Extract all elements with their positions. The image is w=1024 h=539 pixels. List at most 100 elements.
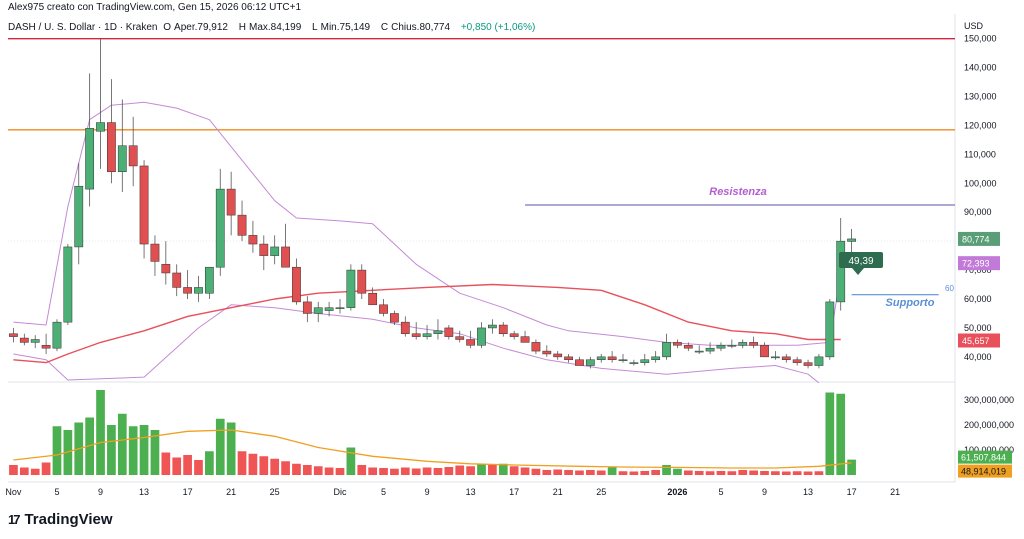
candle-body [771, 356, 780, 359]
time-tick-label: 9 [762, 487, 767, 497]
volume-bar [368, 467, 378, 475]
candle-body [85, 128, 95, 190]
volume-bar [237, 451, 247, 475]
price-tick-label: 40,000 [964, 352, 992, 362]
volume-bar [422, 467, 432, 475]
volume-bar [128, 426, 138, 475]
volume-bar [30, 468, 40, 475]
volume-bar [183, 455, 192, 475]
candle-body [302, 301, 312, 314]
candle-body [335, 307, 345, 309]
volume-bar [411, 468, 421, 475]
candle-body [422, 333, 432, 337]
volume-tick-label: 100,000,000 [964, 445, 1014, 455]
time-tick-label: 2026 [667, 487, 687, 497]
time-tick-label: 21 [553, 487, 563, 497]
low-label: L [312, 22, 318, 33]
volume-bar [531, 468, 541, 475]
volume-bar [727, 471, 737, 475]
candle-body [357, 269, 367, 294]
volume-bar [520, 467, 530, 475]
volume-bar [705, 471, 715, 475]
candle-body [63, 246, 73, 323]
candle-body [847, 238, 856, 242]
price-tick-label: 90,000 [964, 207, 992, 217]
candle-body [30, 339, 40, 343]
candle-body [487, 324, 497, 329]
candle-body [662, 342, 671, 358]
volume-bar [575, 470, 584, 475]
candle-body [368, 292, 378, 306]
candle-body [836, 240, 846, 303]
volume-bar [9, 465, 18, 475]
price-tick-label: 60,000 [964, 294, 992, 304]
price-tick-label: 110,000 [964, 149, 996, 159]
close-value: Chius.80,774 [391, 22, 451, 33]
candle-body [444, 327, 454, 337]
candle-body [760, 345, 769, 358]
time-tick-label: 5 [718, 487, 723, 497]
price-tick-label: 150,000 [964, 34, 997, 44]
candle-body [607, 356, 617, 361]
candle-body [477, 327, 486, 346]
candle-body [618, 359, 628, 362]
support-annotation: Supporto [886, 297, 935, 309]
volume-bar [564, 470, 573, 475]
candle-body [346, 269, 356, 308]
resistance-annotation: Resistenza [709, 186, 766, 198]
candle-body [651, 356, 661, 361]
volume-bar [248, 453, 258, 475]
volume-bar [553, 469, 563, 475]
moving-average-value-badge-label: 45,657 [962, 336, 990, 346]
time-tick-label: 13 [466, 487, 476, 497]
open-label: O [163, 22, 172, 33]
bollinger-value-badge-box [958, 256, 1000, 271]
candle-body [400, 321, 410, 334]
candle-body [96, 122, 105, 132]
time-tick-label: Nov [5, 487, 22, 497]
candle-body [248, 235, 258, 245]
candle-body [161, 264, 171, 274]
volume-bar [651, 470, 661, 475]
candle-body [803, 362, 813, 366]
candle-body [128, 145, 138, 167]
price-tick-label: 100,000 [964, 178, 997, 188]
symbol-name[interactable]: DASH / U. S. Dollar · 1D · Kraken [8, 22, 158, 33]
volume-bar [172, 457, 182, 475]
tradingview-logo: 17 TradingView [8, 511, 113, 528]
candle-body [183, 287, 192, 294]
volume-bar [455, 465, 465, 475]
volume-bar [96, 390, 105, 475]
volume-bar [357, 465, 367, 475]
candle-body [531, 342, 541, 352]
volume-bar [662, 465, 671, 475]
change-value: +0,850 (+1,06%) [460, 22, 536, 33]
price-tick-label: 120,000 [964, 120, 997, 130]
volume-bar [792, 471, 802, 475]
volume-bar [847, 459, 856, 475]
volume-bar [281, 461, 290, 475]
price-marker-label: 49,39 [848, 256, 873, 267]
volume-tick-label: 200,000,000 [964, 420, 1014, 430]
candle-body [792, 359, 802, 363]
time-tick-label: Dic [333, 487, 346, 497]
candle-body [542, 350, 552, 355]
volume-bar [52, 426, 62, 475]
moving-average-line [13, 283, 841, 364]
open-value: Aper.79,912 [174, 22, 228, 33]
volume-bar [19, 467, 29, 475]
candle-body [498, 324, 508, 334]
volume-bar [390, 468, 399, 475]
high-label: H [238, 22, 246, 33]
volume-bar [117, 413, 127, 475]
volume-bar [477, 463, 486, 475]
high-value: Max.84,199 [249, 22, 302, 33]
candle-body [74, 185, 84, 248]
volume-bar [215, 418, 225, 475]
time-tick-label: 21 [890, 487, 900, 497]
volume-bar [41, 462, 51, 475]
volume-bar [542, 470, 552, 475]
volume-bar [781, 471, 791, 475]
volume-bar [205, 451, 214, 475]
